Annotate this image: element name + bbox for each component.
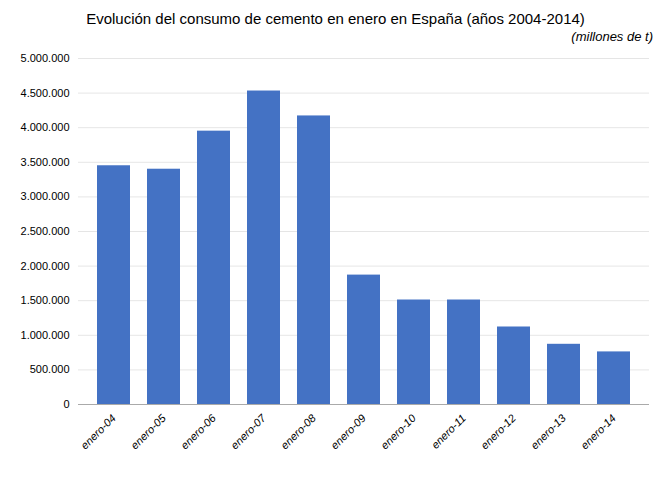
svg-text:enero-12: enero-12 — [478, 412, 518, 452]
svg-text:enero-11: enero-11 — [429, 412, 468, 451]
html-text:Evolución del consumo de cemen: Evolución del consumo de cemento en ener… — [86, 10, 585, 27]
svg-text:enero-05: enero-05 — [128, 411, 168, 451]
svg-text:enero-06: enero-06 — [178, 411, 218, 451]
svg-text:5.000.000: 5.000.000 — [21, 52, 70, 64]
svg-text:1.500.000: 1.500.000 — [21, 294, 70, 306]
svg-text:0: 0 — [63, 398, 69, 410]
svg-text:enero-10: enero-10 — [378, 411, 418, 451]
svg-text:enero-08: enero-08 — [278, 411, 318, 451]
html-text:(millones de t): (millones de t) — [571, 29, 653, 44]
svg-text:500.000: 500.000 — [30, 363, 70, 375]
svg-text:enero-14: enero-14 — [578, 412, 618, 452]
svg-text:3.000.000: 3.000.000 — [21, 190, 70, 202]
svg-text:2.000.000: 2.000.000 — [21, 260, 70, 272]
svg-text:enero-04: enero-04 — [78, 412, 118, 452]
svg-text:enero-09: enero-09 — [328, 412, 368, 452]
svg-text:3.500.000: 3.500.000 — [21, 156, 70, 168]
svg-text:4.000.000: 4.000.000 — [21, 121, 70, 133]
svg-text:4.500.000: 4.500.000 — [21, 87, 70, 99]
svg-text:1.000.000: 1.000.000 — [21, 329, 70, 341]
svg-text:enero-13: enero-13 — [528, 411, 568, 451]
svg-text:enero-07: enero-07 — [228, 411, 268, 451]
svg-text:2.500.000: 2.500.000 — [21, 225, 70, 237]
